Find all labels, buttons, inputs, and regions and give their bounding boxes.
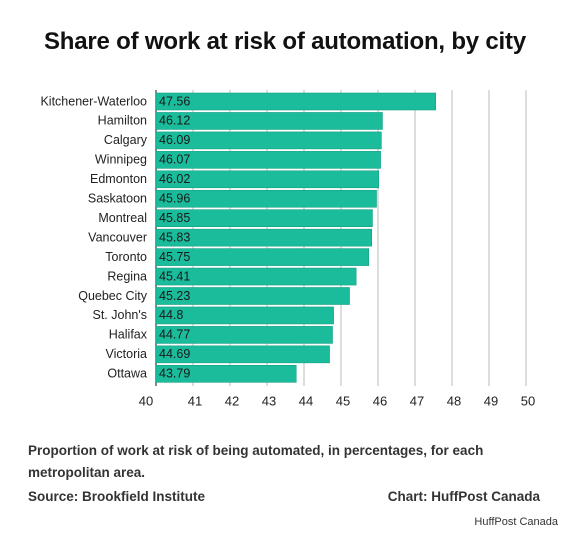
data-label-ottawa: 43.79: [159, 367, 190, 381]
bar-vancouver: [155, 228, 373, 247]
data-label-calgary: 46.09: [159, 133, 190, 147]
category-label-winnipeg: Winnipeg: [95, 153, 147, 167]
chart-credit: Chart: HuffPost Canada: [387, 489, 540, 504]
category-labels: Kitchener-Waterloo Hamilton Calgary Winnipe…: [40, 94, 147, 380]
chart-caption: Proportion of work at risk of being auto…: [28, 443, 484, 480]
category-label-montreal: Montreal: [98, 211, 147, 225]
x-tick-44: 44: [299, 393, 313, 408]
category-label-edmonton: Edmonton: [90, 172, 147, 186]
watermark: HuffPost Canada: [474, 516, 558, 528]
category-label-saskatoon: Saskatoon: [88, 192, 147, 206]
bar-kitchener-waterloo: [155, 92, 437, 111]
x-tick-47: 47: [410, 393, 424, 408]
category-label-regina: Regina: [107, 269, 147, 283]
x-tick-50: 50: [521, 393, 535, 408]
data-label-regina: 45.41: [159, 269, 190, 283]
bar-victoria: [155, 345, 330, 364]
category-label-quebec-city: Quebec City: [78, 289, 148, 303]
category-label-halifax: Halifax: [109, 328, 148, 342]
x-tick-43: 43: [262, 393, 276, 408]
x-tick-42: 42: [225, 393, 239, 408]
bar-calgary: [155, 131, 382, 150]
data-label-st-john-s: 44.8: [159, 308, 183, 322]
category-label-kitchener-waterloo: Kitchener-Waterloo: [40, 94, 147, 108]
data-label-halifax: 44.77: [159, 328, 190, 342]
category-label-calgary: Calgary: [104, 133, 148, 147]
data-labels: 47.56 46.12 46.09 46.07 46.02 45.96 45.85 45.83…: [159, 94, 190, 380]
category-label-victoria: Victoria: [106, 347, 148, 361]
data-label-montreal: 45.85: [159, 211, 190, 225]
data-label-victoria: 44.69: [159, 347, 190, 361]
bar-saskatoon: [155, 189, 377, 208]
source-note: Source: Brookfield Institute: [28, 489, 206, 504]
bar-edmonton: [155, 170, 380, 189]
bar-quebec-city: [155, 287, 350, 305]
chart-title: Share of work at risk of automation, by …: [44, 28, 526, 55]
data-label-edmonton: 46.02: [159, 172, 190, 186]
bar-toronto: [155, 248, 370, 266]
x-tick-48: 48: [447, 393, 461, 408]
x-tick-40: 40: [139, 393, 153, 408]
x-tick-49: 49: [484, 393, 498, 408]
category-label-hamilton: Hamilton: [98, 114, 147, 128]
bar-hamilton: [155, 112, 383, 130]
data-label-toronto: 45.75: [159, 250, 190, 264]
bar-ottawa: [155, 364, 297, 383]
x-tick-45: 45: [336, 393, 350, 408]
x-axis-ticks: 40 41 42 43 44 45 46 47 48 49 50: [139, 393, 535, 408]
category-label-ottawa: Ottawa: [107, 367, 147, 381]
data-label-hamilton: 46.12: [159, 114, 190, 128]
x-tick-41: 41: [188, 393, 202, 408]
bar-winnipeg: [155, 151, 381, 169]
data-label-vancouver: 45.83: [159, 230, 190, 244]
category-label-st-john-s: St. John's: [93, 308, 148, 322]
category-label-vancouver: Vancouver: [88, 230, 147, 244]
bar-halifax: [155, 326, 333, 344]
data-label-saskatoon: 45.96: [159, 192, 190, 206]
bar-chart: Kitchener-Waterloo Hamilton Calgary Winnipe…: [40, 90, 535, 408]
bar-montreal: [155, 209, 373, 227]
data-label-kitchener-waterloo: 47.56: [159, 94, 190, 108]
bar-st-john-s: [155, 306, 334, 325]
data-label-quebec-city: 45.23: [159, 289, 190, 303]
data-label-winnipeg: 46.07: [159, 153, 190, 167]
x-tick-46: 46: [373, 393, 387, 408]
bars: [155, 92, 437, 383]
category-label-toronto: Toronto: [105, 250, 147, 264]
bar-regina: [155, 267, 357, 286]
